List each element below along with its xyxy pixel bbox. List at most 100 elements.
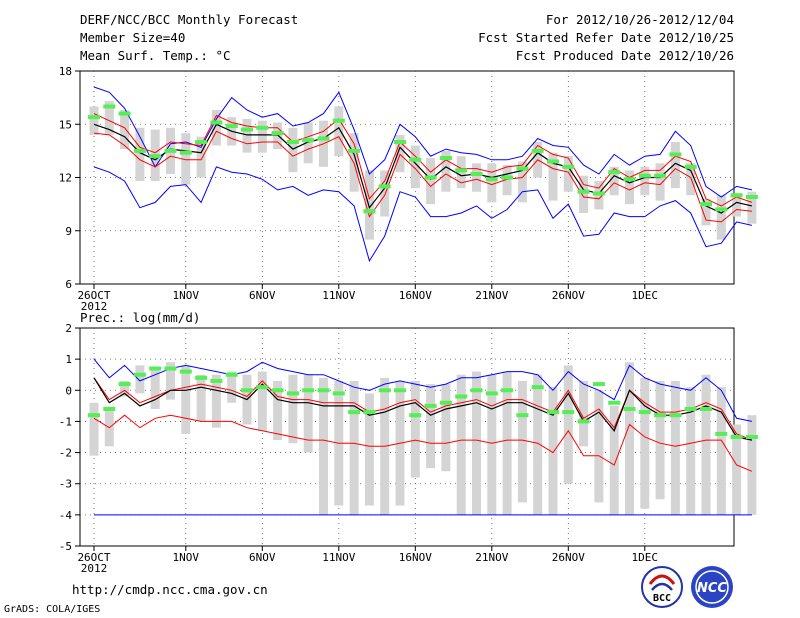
bcc-logo: BCC [641,566,683,608]
temp-observed-mark [225,124,238,129]
precip-observed-mark [730,435,743,439]
source-url[interactable]: http://cmdp.ncc.cma.gov.cn [72,582,268,597]
precip-observed-mark [485,391,498,396]
precip-series-max [93,358,752,422]
precip-spread-box [166,362,175,400]
ncc-logo: NCC [691,566,733,608]
precip-spread-box [472,371,481,515]
precip-spread-box [517,380,527,503]
temp-spread-box [472,163,481,192]
precip-xtick-label: 6NOV [249,551,276,564]
forecast-start-date: Fcst Started Refer Date 2012/10/25 [478,30,734,45]
precip-observed-mark [669,413,682,418]
temp-ytick-label: 9 [65,225,72,238]
precip-observed-mark [363,410,376,415]
precip-spread-box [257,371,267,431]
precip-observed-mark [455,394,468,399]
temp-observed-mark [608,170,621,175]
precip-spread-box [288,374,298,444]
temp-observed-mark [241,127,253,132]
precip-xtick-label: 26NOV [552,551,585,564]
temp-observed-mark [195,140,208,144]
precip-xtick-label: 26OCT [77,551,110,564]
temp-xtick-label: 26NOV [552,289,585,302]
precip-spread-box [594,390,604,503]
precip-spread-box [747,415,757,515]
precip-spread-box [227,371,237,403]
temp-ytick-label: 18 [59,65,72,78]
precip-observed-mark [103,406,116,411]
precip-spread-box [120,380,130,397]
precip-spread-box [487,374,497,515]
temp-observed-mark [684,164,697,169]
temp-observed-mark [378,184,391,189]
precip-ytick-label: -3 [59,478,72,491]
forecast-produced-date: Fcst Produced Date 2012/10/26 [516,48,734,63]
precip-spread-box [410,380,420,478]
temp-spread-box [548,152,558,201]
temp-observed-mark [577,189,590,194]
precip-xtick-year: 2012 [81,562,108,575]
temp-spread-box [334,106,344,157]
variable-label: Mean Surf. Temp.: °C [80,48,231,63]
temp-spread-box [701,198,711,226]
temp-spread-box [135,127,145,182]
chart-title: DERF/NCC/BCC Monthly Forecast [80,12,298,27]
precip-ytick-label: -5 [59,540,72,553]
temp-xtick-label: 1NOV [173,289,200,302]
precip-xtick-label: 21NOV [475,551,508,564]
temp-spread-box [273,122,283,150]
temp-spread-box [640,166,650,196]
temp-spread-box [686,163,696,196]
precip-ytick-label: 1 [65,353,72,366]
precip-spread-box [273,380,283,441]
temp-spread-box [579,175,589,213]
temp-observed-mark [424,175,437,180]
precip-spread-box [181,365,191,434]
member-size: Member Size=40 [80,30,185,45]
precip-spread-box [655,380,665,500]
temp-spread-box [625,170,634,205]
temp-spread-box [747,191,757,224]
precip-observed-mark [577,419,590,424]
temp-spread-box [211,110,221,146]
temp-spread-box [732,193,742,217]
precip-series-median [93,377,753,441]
precip-observed-mark [88,413,100,418]
precip-observed-mark [654,413,667,418]
precip-observed-mark [501,388,514,393]
temp-observed-mark [501,175,514,180]
temp-spread-box [303,122,313,164]
precip-label: Prec.: log(mm/d) [80,310,200,325]
precip-observed-mark [470,388,483,393]
temp-observed-mark [669,152,682,157]
precip-observed-mark [623,406,636,411]
temp-observed-mark [164,148,177,153]
temp-observed-mark [485,177,498,182]
temp-observed-mark [439,155,452,160]
precip-observed-mark [256,385,269,390]
temp-observed-mark [348,148,361,153]
precip-observed-mark [241,388,253,393]
temp-spread-box [89,106,99,135]
precip-xtick-label: 11NOV [322,551,355,564]
temp-ytick-label: 15 [59,118,72,131]
temp-spread-box [410,145,420,189]
precip-ytick-label: -4 [59,509,73,522]
grads-credit: GrADS: COLA/IGES [4,604,100,615]
precip-series-mean [93,377,753,441]
temp-spread-box [181,133,191,185]
temp-xtick-label: 16NOV [399,289,432,302]
temp-observed-mark [363,209,376,214]
temp-observed-mark [332,118,345,123]
temp-spread-box [120,110,130,150]
precip-observed-mark [394,388,406,393]
temp-xtick-year: 2012 [81,300,108,313]
temp-observed-mark [547,159,559,164]
precip-plot-frame [79,327,735,547]
temp-observed-mark [302,138,315,143]
precip-observed-mark [608,400,621,405]
